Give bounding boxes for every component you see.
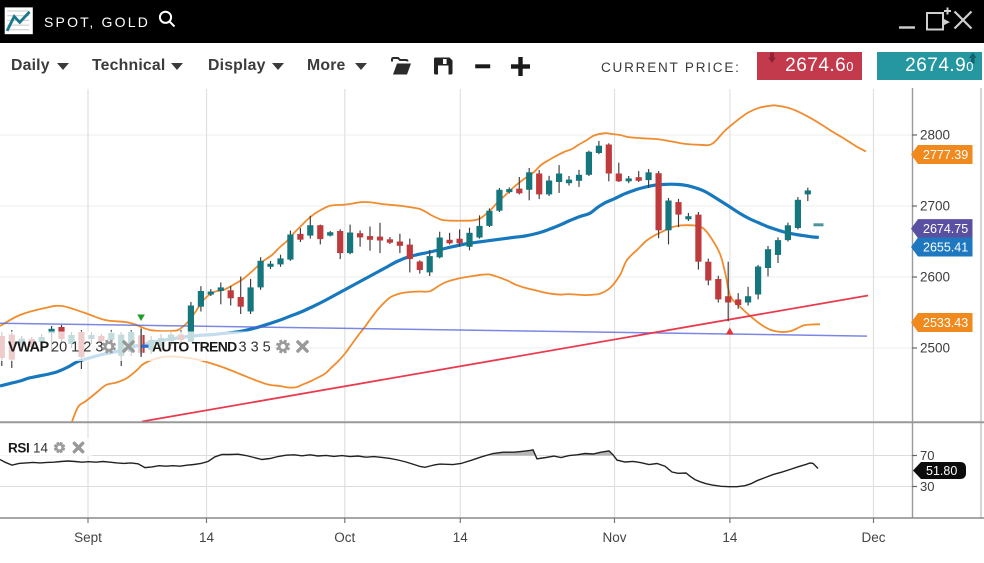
- svg-text:51.80: 51.80: [926, 464, 957, 478]
- svg-text:2777.39: 2777.39: [923, 148, 968, 162]
- svg-text:AUTO TREND: AUTO TREND: [152, 339, 237, 355]
- svg-text:Nov: Nov: [602, 530, 626, 545]
- svg-text:14: 14: [33, 441, 49, 456]
- svg-text:2655.41: 2655.41: [923, 240, 968, 254]
- svg-text:Dec: Dec: [861, 530, 885, 545]
- svg-text:2674.75: 2674.75: [923, 222, 968, 236]
- svg-text:14: 14: [199, 530, 215, 545]
- svg-text:RSI: RSI: [8, 441, 29, 456]
- svg-text:VWAP: VWAP: [8, 340, 50, 356]
- svg-text:3 3 5: 3 3 5: [239, 340, 271, 356]
- svg-text:14: 14: [453, 530, 469, 545]
- svg-text:2700: 2700: [920, 199, 950, 214]
- svg-text:2800: 2800: [920, 128, 950, 143]
- svg-text:Sept: Sept: [74, 530, 102, 545]
- svg-text:2500: 2500: [920, 341, 950, 356]
- svg-text:20 1 2 3: 20 1 2 3: [51, 340, 103, 356]
- svg-text:Oct: Oct: [334, 530, 355, 545]
- svg-text:2600: 2600: [920, 270, 950, 285]
- svg-text:30: 30: [920, 479, 934, 494]
- svg-text:70: 70: [920, 448, 934, 463]
- svg-text:2533.43: 2533.43: [923, 316, 968, 330]
- svg-text:14: 14: [722, 530, 738, 545]
